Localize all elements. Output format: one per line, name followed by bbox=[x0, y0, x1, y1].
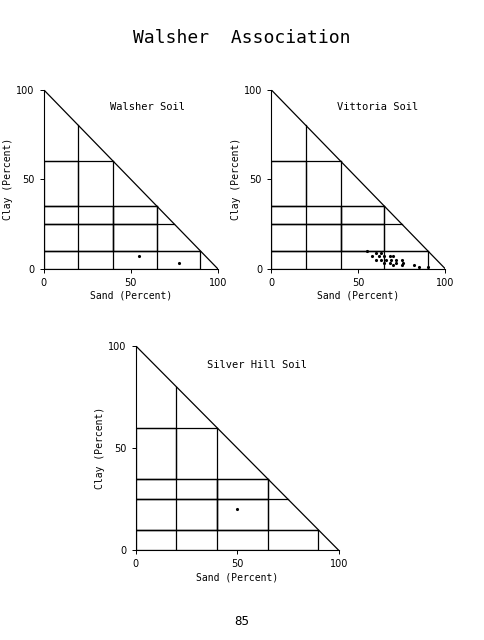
Text: Walsher Soil: Walsher Soil bbox=[110, 102, 185, 112]
X-axis label: Sand (Percent): Sand (Percent) bbox=[196, 572, 278, 582]
X-axis label: Sand (Percent): Sand (Percent) bbox=[317, 291, 399, 301]
Text: Walsher  Association: Walsher Association bbox=[133, 29, 351, 47]
Text: Silver Hill Soil: Silver Hill Soil bbox=[207, 360, 307, 370]
Y-axis label: Clay (Percent): Clay (Percent) bbox=[231, 138, 241, 220]
X-axis label: Sand (Percent): Sand (Percent) bbox=[90, 291, 172, 301]
Y-axis label: Clay (Percent): Clay (Percent) bbox=[3, 138, 14, 220]
Y-axis label: Clay (Percent): Clay (Percent) bbox=[95, 407, 106, 489]
Text: 85: 85 bbox=[235, 616, 249, 628]
Text: Vittoria Soil: Vittoria Soil bbox=[337, 102, 419, 112]
